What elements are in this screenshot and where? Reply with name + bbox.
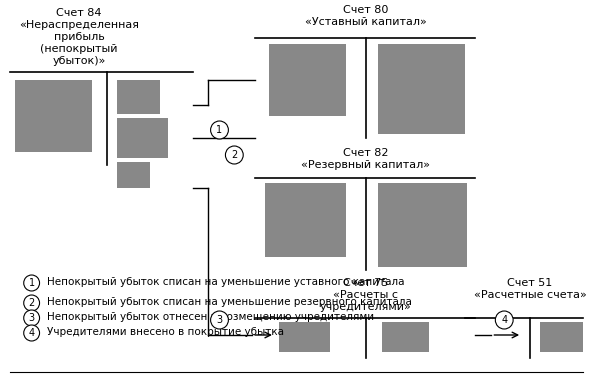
Text: «Нераспределенная: «Нераспределенная <box>19 20 139 30</box>
Circle shape <box>226 146 243 164</box>
Bar <box>116 118 168 158</box>
Circle shape <box>24 275 40 291</box>
Text: 2: 2 <box>29 298 35 308</box>
Text: Непокрытый убыток списан на уменьшение резервного капитала: Непокрытый убыток списан на уменьшение р… <box>47 297 412 307</box>
Text: Счет 82: Счет 82 <box>343 148 389 158</box>
Text: 4: 4 <box>29 328 35 338</box>
Text: «Резервный капитал»: «Резервный капитал» <box>301 160 430 170</box>
Text: «Расчеты с: «Расчеты с <box>334 290 398 300</box>
Circle shape <box>211 311 229 329</box>
Bar <box>382 322 429 352</box>
Text: 1: 1 <box>29 278 35 288</box>
Circle shape <box>496 311 513 329</box>
Text: прибыль: прибыль <box>54 32 104 42</box>
Bar <box>269 44 346 116</box>
Bar <box>377 183 467 267</box>
Text: Счет 84: Счет 84 <box>56 8 102 18</box>
Circle shape <box>24 310 40 326</box>
Circle shape <box>24 325 40 341</box>
Text: убыток)»: убыток)» <box>52 56 106 66</box>
Bar <box>279 322 330 352</box>
Bar <box>377 44 464 134</box>
Text: Счет 80: Счет 80 <box>343 5 389 15</box>
Text: Непокрытый убыток списан на уменьшение уставного капитала: Непокрытый убыток списан на уменьшение у… <box>47 277 405 287</box>
Text: учредителями»: учредителями» <box>320 302 412 312</box>
Text: 4: 4 <box>501 315 508 325</box>
Bar <box>116 80 160 114</box>
Text: 3: 3 <box>217 315 223 325</box>
Text: Счет 51: Счет 51 <box>508 278 553 288</box>
Circle shape <box>24 295 40 311</box>
Bar <box>265 183 346 257</box>
Bar <box>116 162 150 188</box>
Bar <box>540 322 583 352</box>
Text: «Уставный капитал»: «Уставный капитал» <box>305 17 427 27</box>
Text: 3: 3 <box>29 313 35 323</box>
Bar <box>15 80 92 152</box>
Circle shape <box>211 121 229 139</box>
Text: Счет 75: Счет 75 <box>343 278 389 288</box>
Text: 1: 1 <box>217 125 223 135</box>
Text: 2: 2 <box>231 150 238 160</box>
Text: «Расчетные счета»: «Расчетные счета» <box>473 290 586 300</box>
Text: (непокрытый: (непокрытый <box>40 44 118 54</box>
Text: Непокрытый убыток отнесен к возмещению учредителями: Непокрытый убыток отнесен к возмещению у… <box>47 312 374 322</box>
Text: Учредителями внесено в покрытие убытка: Учредителями внесено в покрытие убытка <box>47 327 284 337</box>
